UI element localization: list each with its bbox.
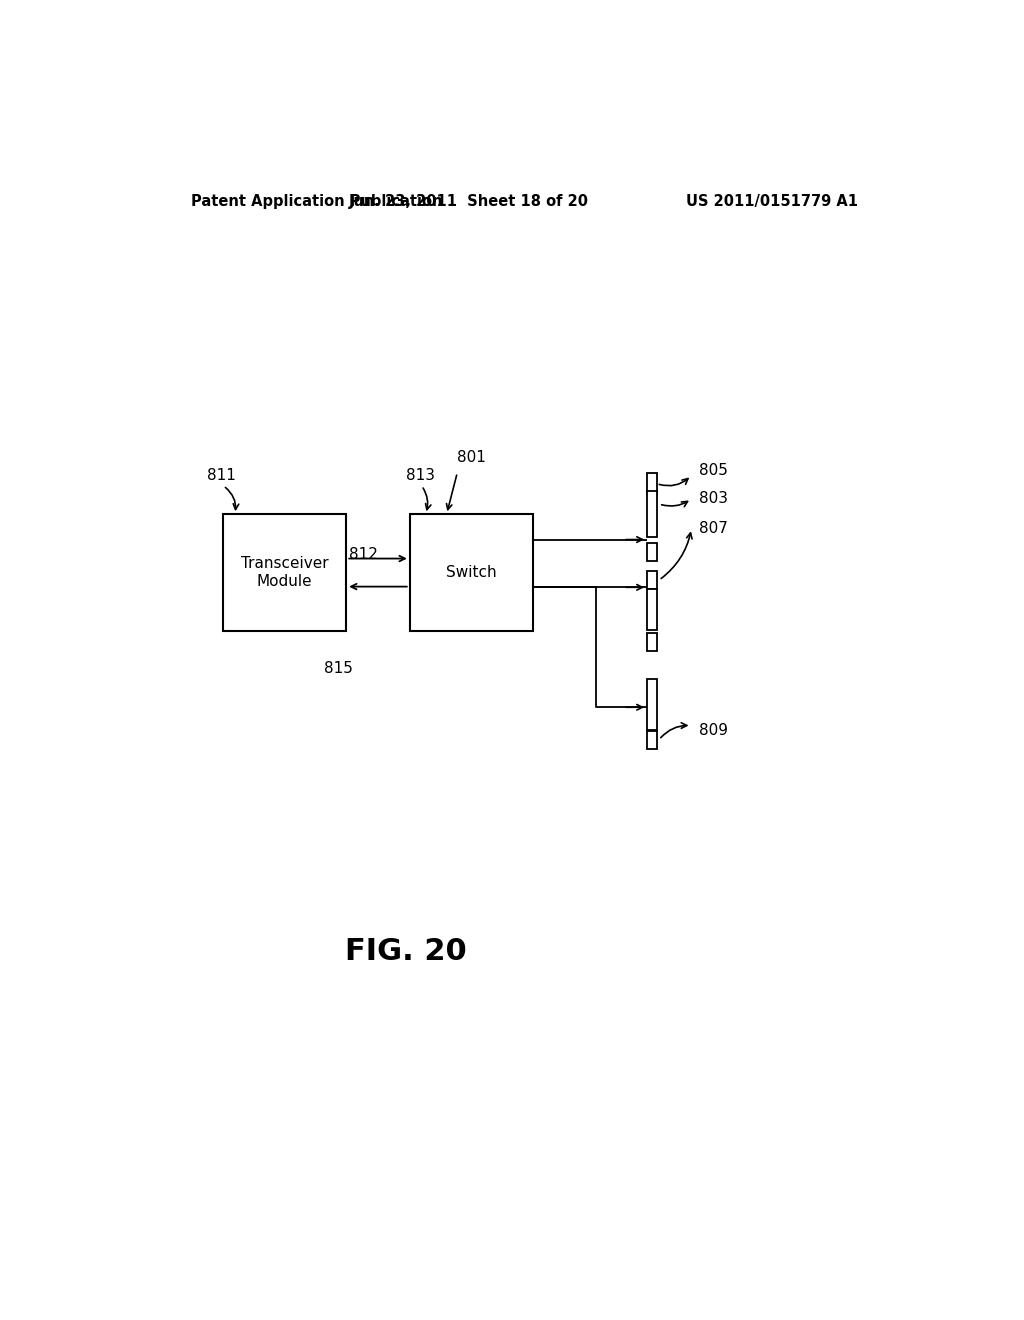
Text: 815: 815: [324, 661, 353, 676]
Text: 801: 801: [458, 450, 486, 465]
Bar: [410, 515, 532, 631]
Bar: [647, 634, 656, 651]
Bar: [647, 589, 656, 630]
Text: 807: 807: [699, 521, 728, 536]
Text: Switch: Switch: [445, 565, 497, 579]
Bar: [647, 678, 656, 730]
Text: Transceiver
Module: Transceiver Module: [241, 557, 329, 589]
Text: 812: 812: [348, 548, 378, 562]
Text: Patent Application Publication: Patent Application Publication: [191, 194, 443, 209]
Bar: [647, 491, 656, 537]
Bar: [647, 474, 656, 494]
Text: US 2011/0151779 A1: US 2011/0151779 A1: [686, 194, 858, 209]
Text: Jun. 23, 2011  Sheet 18 of 20: Jun. 23, 2011 Sheet 18 of 20: [349, 194, 589, 209]
Text: FIG. 20: FIG. 20: [345, 937, 467, 966]
Bar: [647, 731, 656, 748]
Text: 809: 809: [699, 723, 728, 738]
Text: 813: 813: [406, 469, 435, 483]
Bar: [647, 543, 656, 561]
Text: 811: 811: [207, 469, 237, 483]
Text: 805: 805: [699, 463, 728, 478]
Bar: [223, 515, 346, 631]
Bar: [647, 572, 656, 589]
Text: 803: 803: [699, 491, 728, 507]
